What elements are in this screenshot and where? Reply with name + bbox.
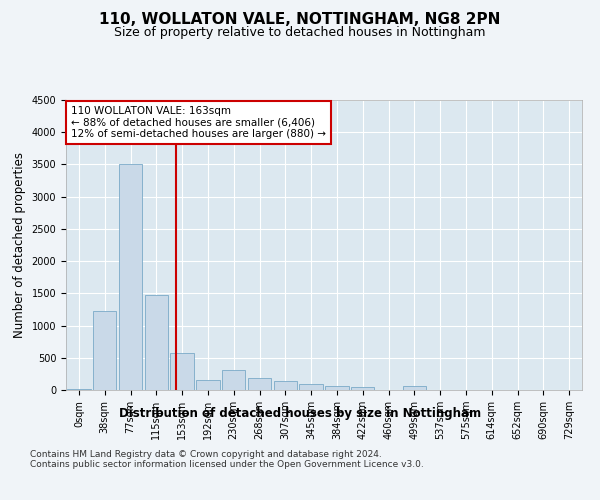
- Text: 110, WOLLATON VALE, NOTTINGHAM, NG8 2PN: 110, WOLLATON VALE, NOTTINGHAM, NG8 2PN: [100, 12, 500, 28]
- Text: 110 WOLLATON VALE: 163sqm
← 88% of detached houses are smaller (6,406)
12% of se: 110 WOLLATON VALE: 163sqm ← 88% of detac…: [71, 106, 326, 139]
- Bar: [145, 294, 168, 390]
- Bar: [248, 378, 271, 390]
- Bar: [170, 354, 194, 390]
- Bar: [67, 388, 91, 390]
- Bar: [222, 370, 245, 390]
- Bar: [196, 380, 220, 390]
- Bar: [119, 164, 142, 390]
- Bar: [274, 381, 297, 390]
- Bar: [351, 387, 374, 390]
- Y-axis label: Number of detached properties: Number of detached properties: [13, 152, 26, 338]
- Text: Size of property relative to detached houses in Nottingham: Size of property relative to detached ho…: [114, 26, 486, 39]
- Bar: [299, 384, 323, 390]
- Bar: [403, 386, 426, 390]
- Text: Contains HM Land Registry data © Crown copyright and database right 2024.
Contai: Contains HM Land Registry data © Crown c…: [30, 450, 424, 469]
- Bar: [93, 310, 116, 390]
- Text: Distribution of detached houses by size in Nottingham: Distribution of detached houses by size …: [119, 408, 481, 420]
- Bar: [325, 386, 349, 390]
